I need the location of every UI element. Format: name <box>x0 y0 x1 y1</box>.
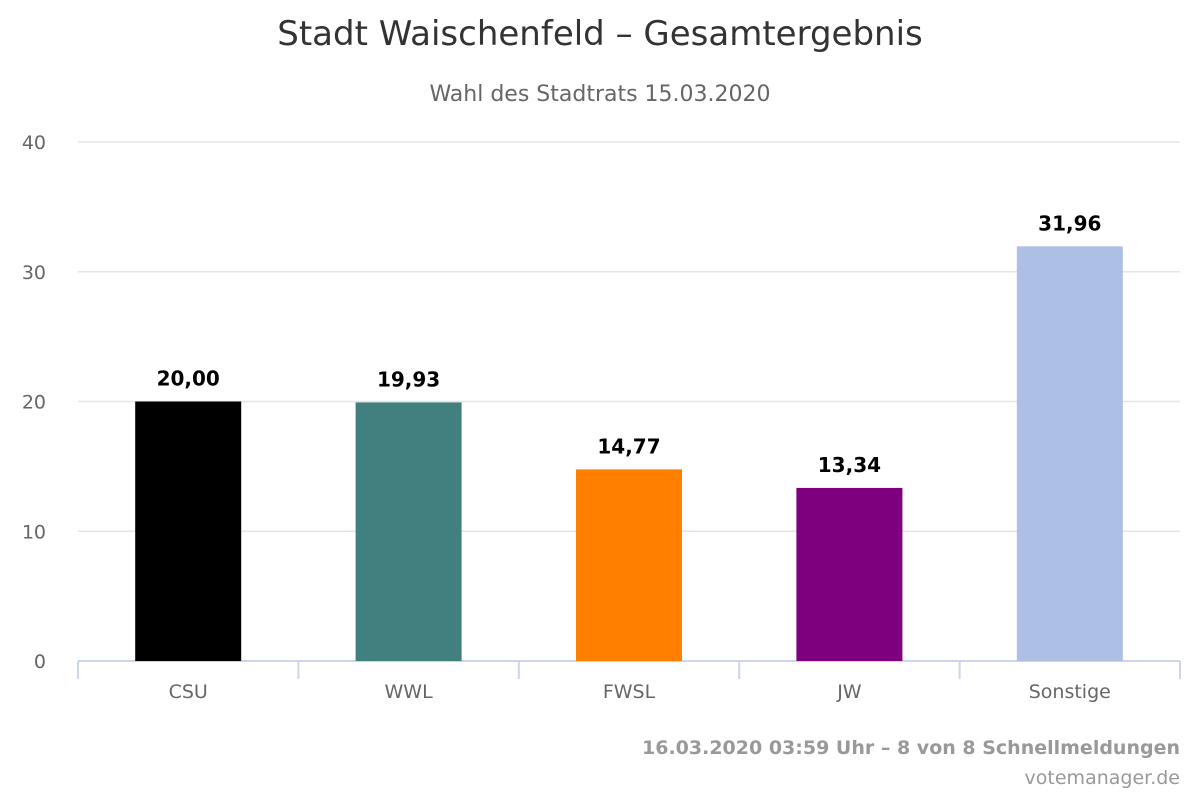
bar-csu <box>135 401 242 661</box>
y-tick-label: 0 <box>34 651 46 673</box>
bar-jw <box>796 487 903 661</box>
x-tick-label: FWSL <box>603 681 656 703</box>
bar-fwsl <box>576 469 682 661</box>
data-label: 14,77 <box>597 434 660 458</box>
x-tick-label: JW <box>836 681 862 703</box>
y-tick-label: 20 <box>22 392 46 414</box>
y-tick-label: 40 <box>22 132 46 154</box>
x-tick-label: WWL <box>385 681 434 703</box>
data-label: 20,00 <box>157 367 220 391</box>
footer-status: 16.03.2020 03:59 Uhr – 8 von 8 Schnellme… <box>642 737 1180 759</box>
data-label: 31,96 <box>1038 211 1101 235</box>
bar-sonstige <box>1016 246 1123 661</box>
footer-source[interactable]: votemanager.de <box>1024 767 1180 789</box>
data-label: 19,93 <box>377 367 440 391</box>
bar-wwl <box>355 402 462 661</box>
chart-title: Stadt Waischenfeld – Gesamtergebnis <box>277 14 923 54</box>
chart-subtitle: Wahl des Stadtrats 15.03.2020 <box>429 82 771 107</box>
x-tick-label: CSU <box>169 681 208 703</box>
x-tick-label: Sonstige <box>1029 681 1111 703</box>
y-tick-label: 10 <box>22 521 46 543</box>
data-label: 13,34 <box>818 453 881 477</box>
y-tick-label: 30 <box>22 262 46 284</box>
